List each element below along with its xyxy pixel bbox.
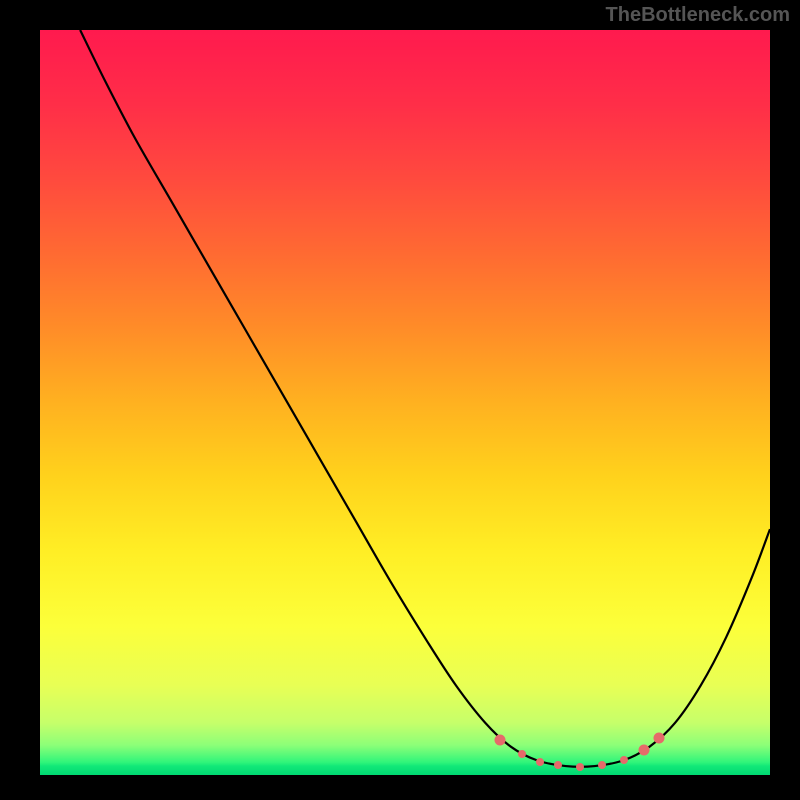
watermark-text: TheBottleneck.com bbox=[606, 4, 790, 27]
data-marker bbox=[518, 750, 526, 758]
data-marker bbox=[620, 756, 628, 764]
plot-area bbox=[40, 30, 770, 775]
data-marker bbox=[494, 734, 505, 745]
data-marker bbox=[536, 758, 544, 766]
data-marker bbox=[639, 744, 650, 755]
chart-container: TheBottleneck.com bbox=[0, 0, 800, 800]
markers-layer bbox=[40, 30, 770, 775]
data-marker bbox=[598, 761, 606, 769]
data-marker bbox=[654, 732, 665, 743]
data-marker bbox=[554, 761, 562, 769]
data-marker bbox=[576, 763, 584, 771]
